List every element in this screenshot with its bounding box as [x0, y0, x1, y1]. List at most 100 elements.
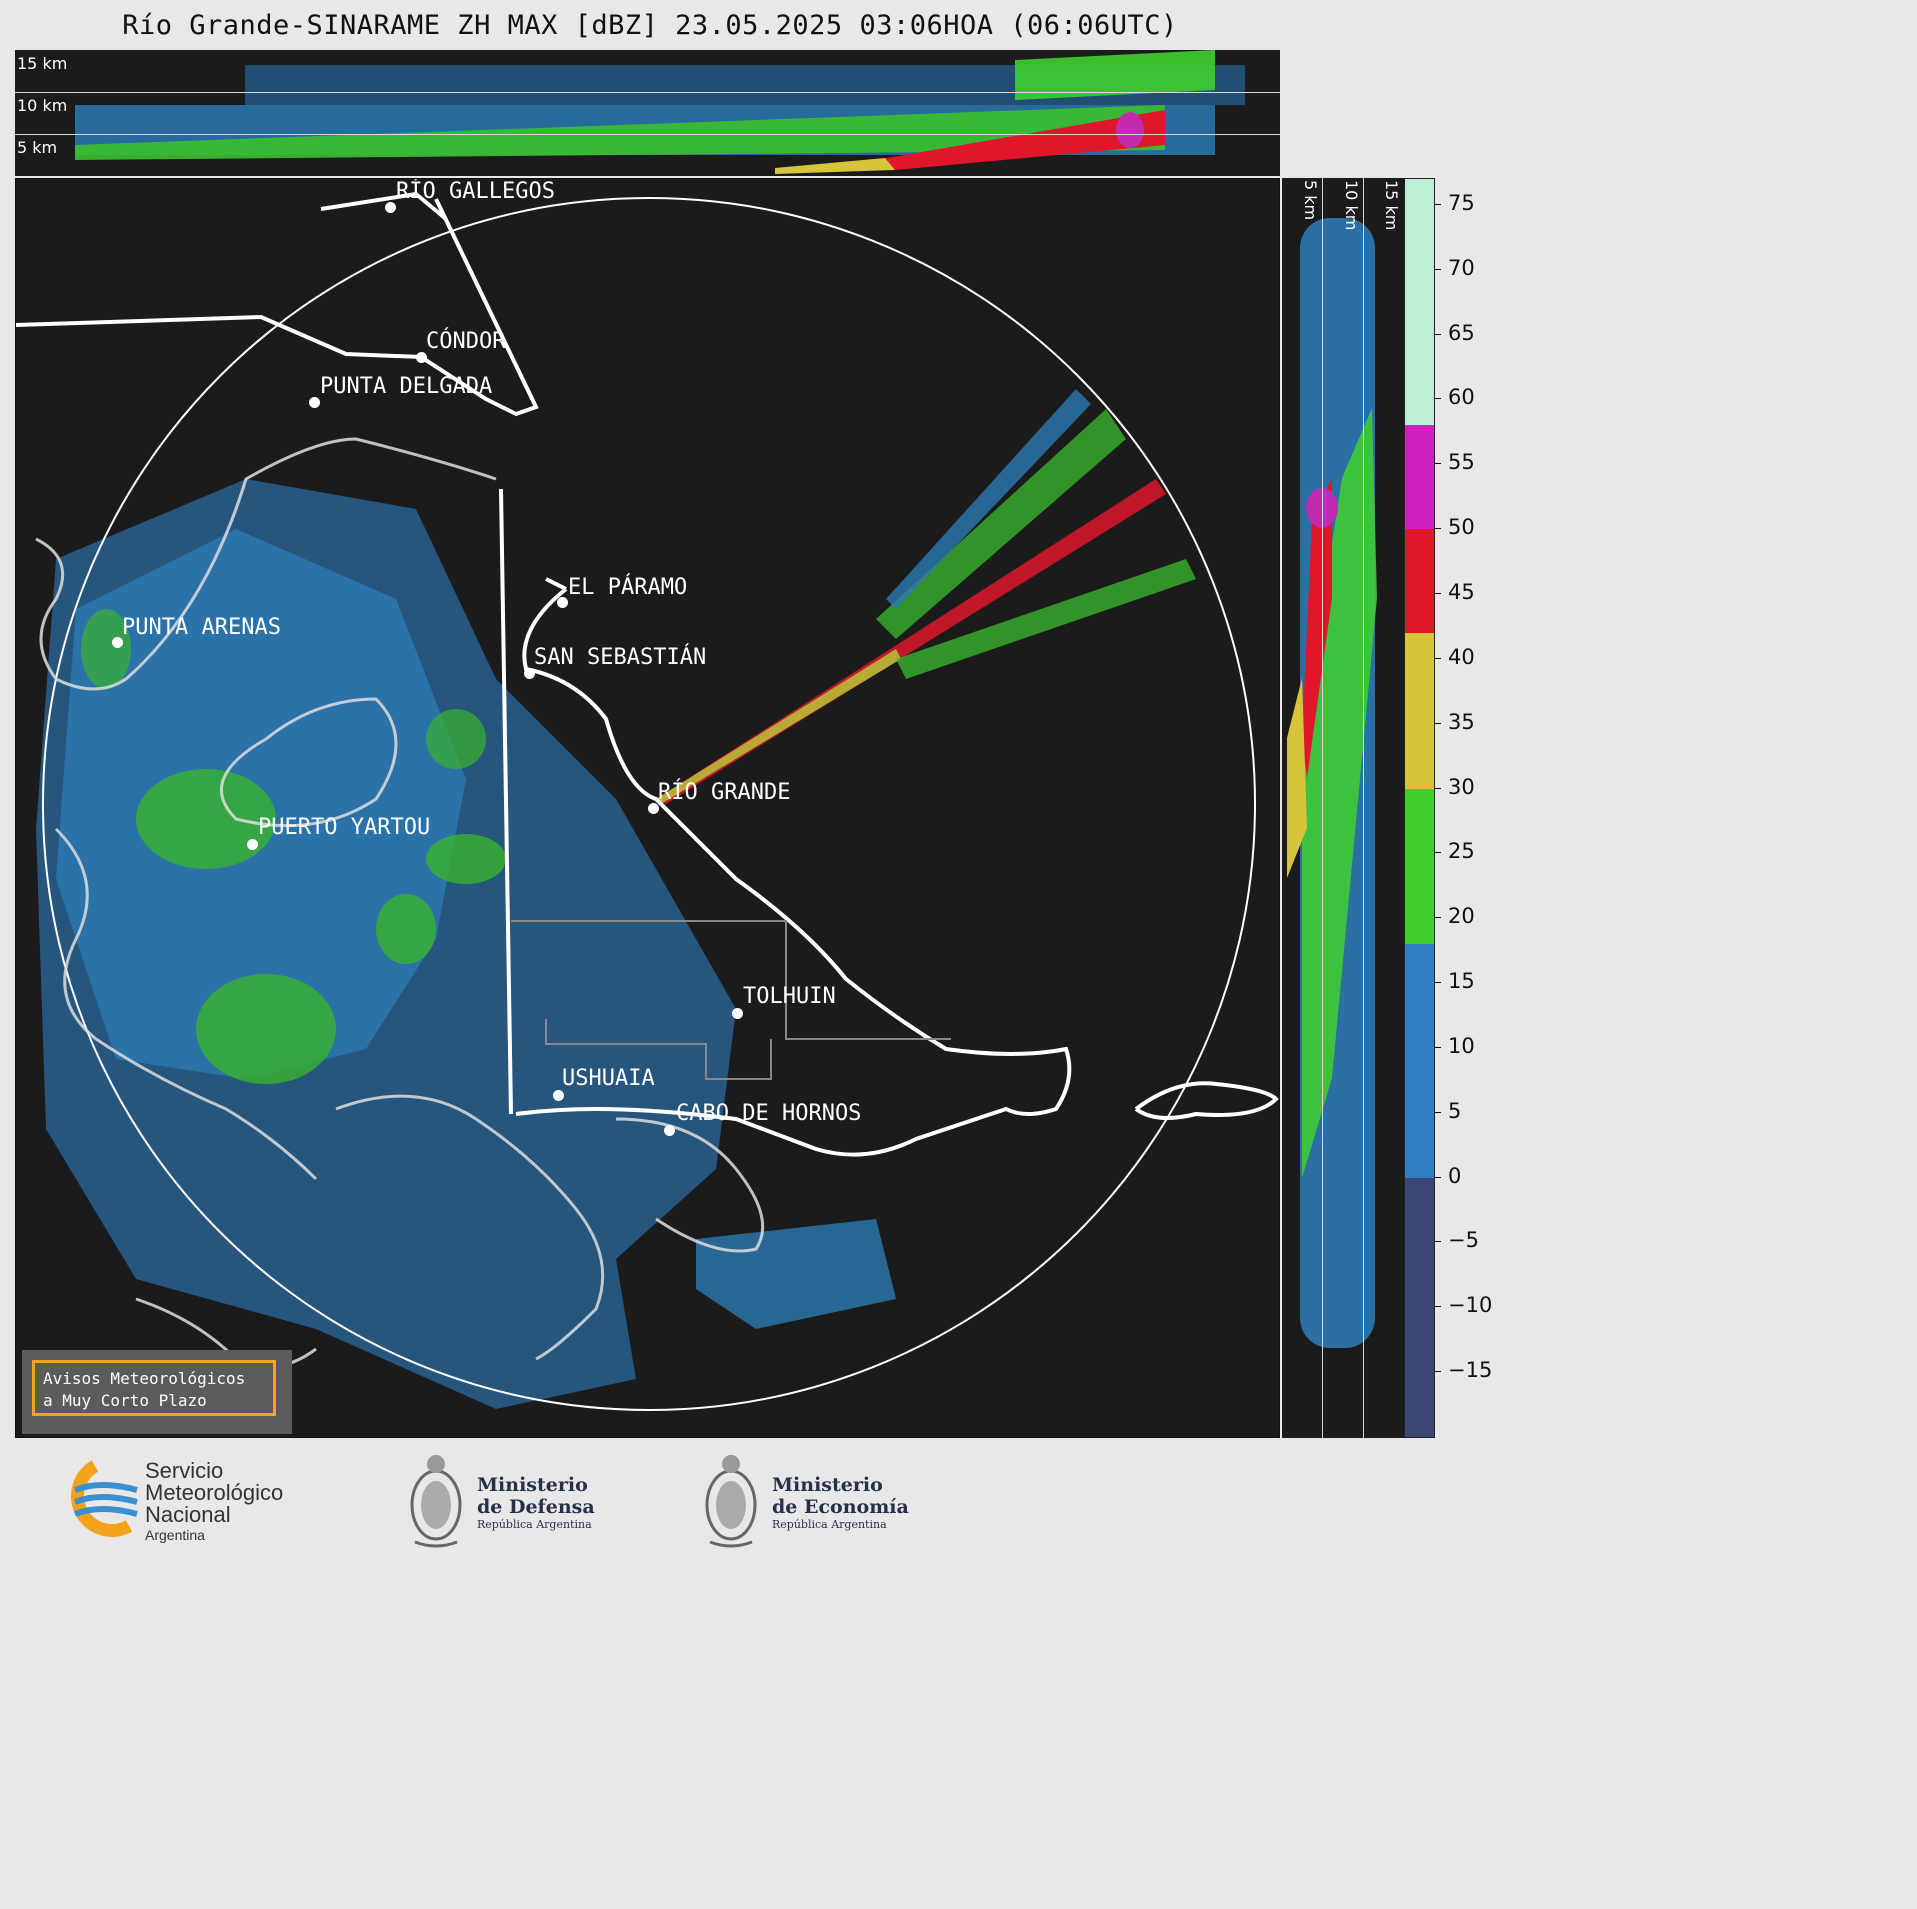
top-cross-section-echoes [75, 50, 1245, 174]
city-dot-rio-grande [648, 803, 659, 814]
colorbar-band [1405, 425, 1434, 530]
colorbar-band [1405, 529, 1434, 633]
city-dot-ushuaia [553, 1090, 564, 1101]
level-label-10km: 10 km [17, 96, 68, 115]
city-label-punta-arenas: PUNTA ARENAS [122, 615, 281, 640]
colorbar-tick-label: 45 [1448, 580, 1475, 604]
defensa-logo-line2: de Defensa [477, 1496, 595, 1518]
colorbar-tick [1435, 463, 1441, 465]
top-cross-section-panel: 15 km 10 km 5 km [15, 50, 1280, 176]
chart-title: Río Grande-SINARAME ZH MAX [dBZ] 23.05.2… [122, 10, 1178, 41]
smn-logo-line4: Argentina [145, 1527, 205, 1543]
side-cross-section-echoes [1287, 218, 1377, 1348]
radar-map [16, 191, 1279, 1411]
smn-logo-line3: Nacional [145, 1502, 231, 1527]
colorbar-band [1405, 632, 1434, 789]
colorbar-tick [1435, 982, 1441, 984]
coat-of-arms-icon [410, 1455, 462, 1548]
side-level-label-10km: 10 km [1342, 180, 1361, 231]
colorbar-tick-label: 40 [1448, 644, 1475, 669]
city-dot-punta-delgada [309, 397, 320, 408]
radar-map-panel: RÍO GALLEGOS CÓNDOR PUNTA DELGADA EL PÁR… [15, 178, 1280, 1438]
border-lines [16, 191, 1279, 1157]
level-label-5km: 5 km [17, 138, 58, 157]
economia-logo-line3: República Argentina [772, 1518, 887, 1531]
colorbar-tick [1435, 593, 1441, 594]
city-label-el-paramo: EL PÁRAMO [568, 575, 688, 600]
colorbar-tick-label: 65 [1448, 320, 1475, 345]
colorbar-tick-label: 5 [1448, 1098, 1462, 1123]
notice-text: Avisos Meteorológicos a Muy Corto Plazo [32, 1360, 276, 1416]
level-line-10km [15, 92, 1280, 93]
precipitation-echoes [36, 389, 1196, 1409]
city-label-puerto-yartou: PUERTO YARTOU [258, 815, 431, 840]
range-ring [42, 197, 1256, 1411]
level-line-10km-side [1363, 178, 1364, 1438]
city-label-rio-gallegos: RÍO GALLEGOS [396, 179, 555, 204]
city-dot-el-paramo [557, 597, 568, 608]
colorbar-tick-label: 75 [1448, 190, 1475, 215]
city-label-punta-delgada: PUNTA DELGADA [320, 374, 493, 399]
colorbar-tick [1435, 1111, 1441, 1113]
city-label-san-sebastian: SAN SEBASTIÁN [534, 645, 707, 670]
side-level-label-15km: 15 km [1382, 180, 1401, 231]
city-dot-tolhuin [732, 1008, 743, 1019]
colorbar-tick-label: 25 [1448, 839, 1475, 864]
colorbar-tick [1435, 657, 1441, 659]
level-line-5km [15, 134, 1280, 135]
colorbar-tick [1435, 722, 1441, 724]
side-level-label-5km: 5 km [1301, 180, 1320, 221]
colorbar-tick-label: 0 [1448, 1163, 1462, 1188]
colorbar-band [1405, 1177, 1434, 1437]
coat-of-arms-icon [705, 1455, 757, 1548]
colorbar-band [1405, 944, 1434, 1178]
colorbar-tick [1435, 852, 1441, 854]
colorbar-tick [1435, 1371, 1441, 1373]
colorbar-tick [1435, 203, 1441, 205]
colorbar-tick [1435, 1306, 1441, 1308]
city-dot-rio-gallegos [385, 202, 396, 213]
smn-logo-icon [71, 1460, 138, 1537]
colorbar-tick-label: 20 [1448, 904, 1475, 929]
colorbar-tick-label: 15 [1448, 969, 1475, 994]
city-dot-condor [416, 352, 427, 363]
economia-logo-line1: Ministerio [772, 1474, 883, 1496]
city-dot-san-sebastian [524, 668, 535, 679]
city-dot-puerto-yartou [247, 839, 258, 850]
city-label-condor: CÓNDOR [426, 329, 506, 354]
colorbar-band [1405, 179, 1434, 426]
notice-box: Avisos Meteorológicos a Muy Corto Plazo [22, 1350, 292, 1434]
smn-logo-line1: Servicio [145, 1458, 224, 1483]
colorbar-tick-label: 55 [1448, 450, 1475, 475]
side-cross-section-panel: 5 km 10 km 15 km [1282, 178, 1404, 1438]
defensa-logo-line3: República Argentina [477, 1518, 592, 1531]
colorbar-tick [1435, 268, 1441, 270]
colorbar-tick [1435, 1241, 1441, 1243]
colorbar-tick-label: 70 [1448, 255, 1475, 280]
colorbar-tick-label: 50 [1448, 515, 1475, 540]
colorbar-tick [1435, 398, 1441, 400]
colorbar-tick-label: 10 [1448, 1033, 1475, 1058]
dbz-colorbar [1404, 178, 1435, 1438]
city-dot-punta-arenas [112, 637, 123, 648]
level-line-5km-side [1322, 178, 1323, 1438]
economia-logo-line2: de Economía [772, 1496, 909, 1518]
level-label-15km: 15 km [17, 54, 68, 73]
colorbar-tick [1435, 333, 1441, 335]
city-label-ushuaia: USHUAIA [562, 1066, 655, 1091]
colorbar-tick-label: 60 [1448, 385, 1475, 410]
colorbar-band [1405, 788, 1434, 945]
colorbar-tick-label: −15 [1448, 1358, 1493, 1383]
colorbar-tick-label: −10 [1448, 1293, 1493, 1318]
colorbar-tick [1435, 917, 1441, 919]
city-dot-cabo-de-hornos [664, 1125, 675, 1136]
city-label-tolhuin: TOLHUIN [743, 984, 836, 1009]
colorbar-tick [1435, 1046, 1441, 1048]
city-label-rio-grande: RÍO GRANDE [658, 780, 791, 805]
smn-logo-line2: Meteorológico [145, 1480, 284, 1505]
colorbar-tick-label: 30 [1448, 774, 1475, 799]
colorbar-tick [1435, 528, 1441, 530]
colorbar-tick-label: 35 [1448, 709, 1475, 734]
province-border [511, 920, 951, 1080]
colorbar-tick [1435, 1176, 1441, 1178]
